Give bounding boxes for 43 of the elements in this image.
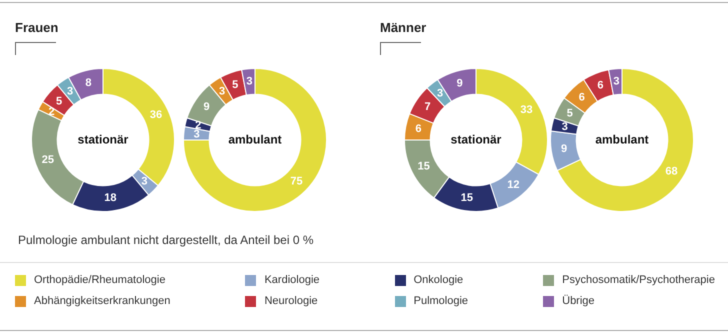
chart-title: Männer xyxy=(380,20,426,35)
data-label: 9 xyxy=(561,143,568,156)
data-label: 7 xyxy=(424,101,431,114)
data-label: 5 xyxy=(232,78,238,91)
legend-label: Psychosomatik/Psychotherapie xyxy=(562,274,715,286)
data-label: 9 xyxy=(203,101,210,114)
data-label: 8 xyxy=(85,77,92,90)
text: stationär xyxy=(78,132,129,146)
data-label: 3 xyxy=(66,86,74,98)
data-label: 18 xyxy=(104,192,116,204)
data-label: 68 xyxy=(665,165,678,178)
data-label: 75 xyxy=(290,175,303,188)
data-label: 6 xyxy=(415,123,422,136)
data-label: 12 xyxy=(507,179,520,192)
data-label: 15 xyxy=(418,160,430,173)
text: stationär xyxy=(450,132,502,146)
text: ambulant xyxy=(595,132,649,146)
data-label: 3 xyxy=(437,88,444,100)
data-label: 3 xyxy=(613,76,620,88)
data-label: 5 xyxy=(566,107,573,120)
legend-label: Onkologie xyxy=(414,274,464,286)
data-label: 3 xyxy=(562,121,568,134)
legend-label: Abhängigkeitserkrankungen xyxy=(34,295,170,307)
legend-label: Neurologie xyxy=(264,295,318,307)
data-label: 3 xyxy=(246,76,253,88)
data-label: 3 xyxy=(218,86,226,98)
data-label: 3 xyxy=(194,128,200,141)
data-label: 9 xyxy=(456,78,463,90)
data-label: 6 xyxy=(597,80,604,92)
data-label: 3 xyxy=(141,175,148,188)
data-label: 15 xyxy=(460,192,473,204)
data-label: 6 xyxy=(578,91,585,104)
data-label: 5 xyxy=(56,95,62,108)
legend-label: Orthopädie/Rheumatologie xyxy=(34,274,166,286)
data-label: 36 xyxy=(150,109,162,122)
legend-label: Pulmologie xyxy=(414,295,468,307)
text: Pulmologie ambulant nicht dargestellt, da Anteil bei 0 % xyxy=(18,233,314,247)
chart-title: Frauen xyxy=(15,20,58,35)
data-label: 33 xyxy=(520,104,533,116)
legend-label: Kardiologie xyxy=(264,274,320,286)
text: ambulant xyxy=(228,132,282,146)
data-label: 25 xyxy=(42,154,54,166)
legend-label: Übrige xyxy=(562,295,595,307)
